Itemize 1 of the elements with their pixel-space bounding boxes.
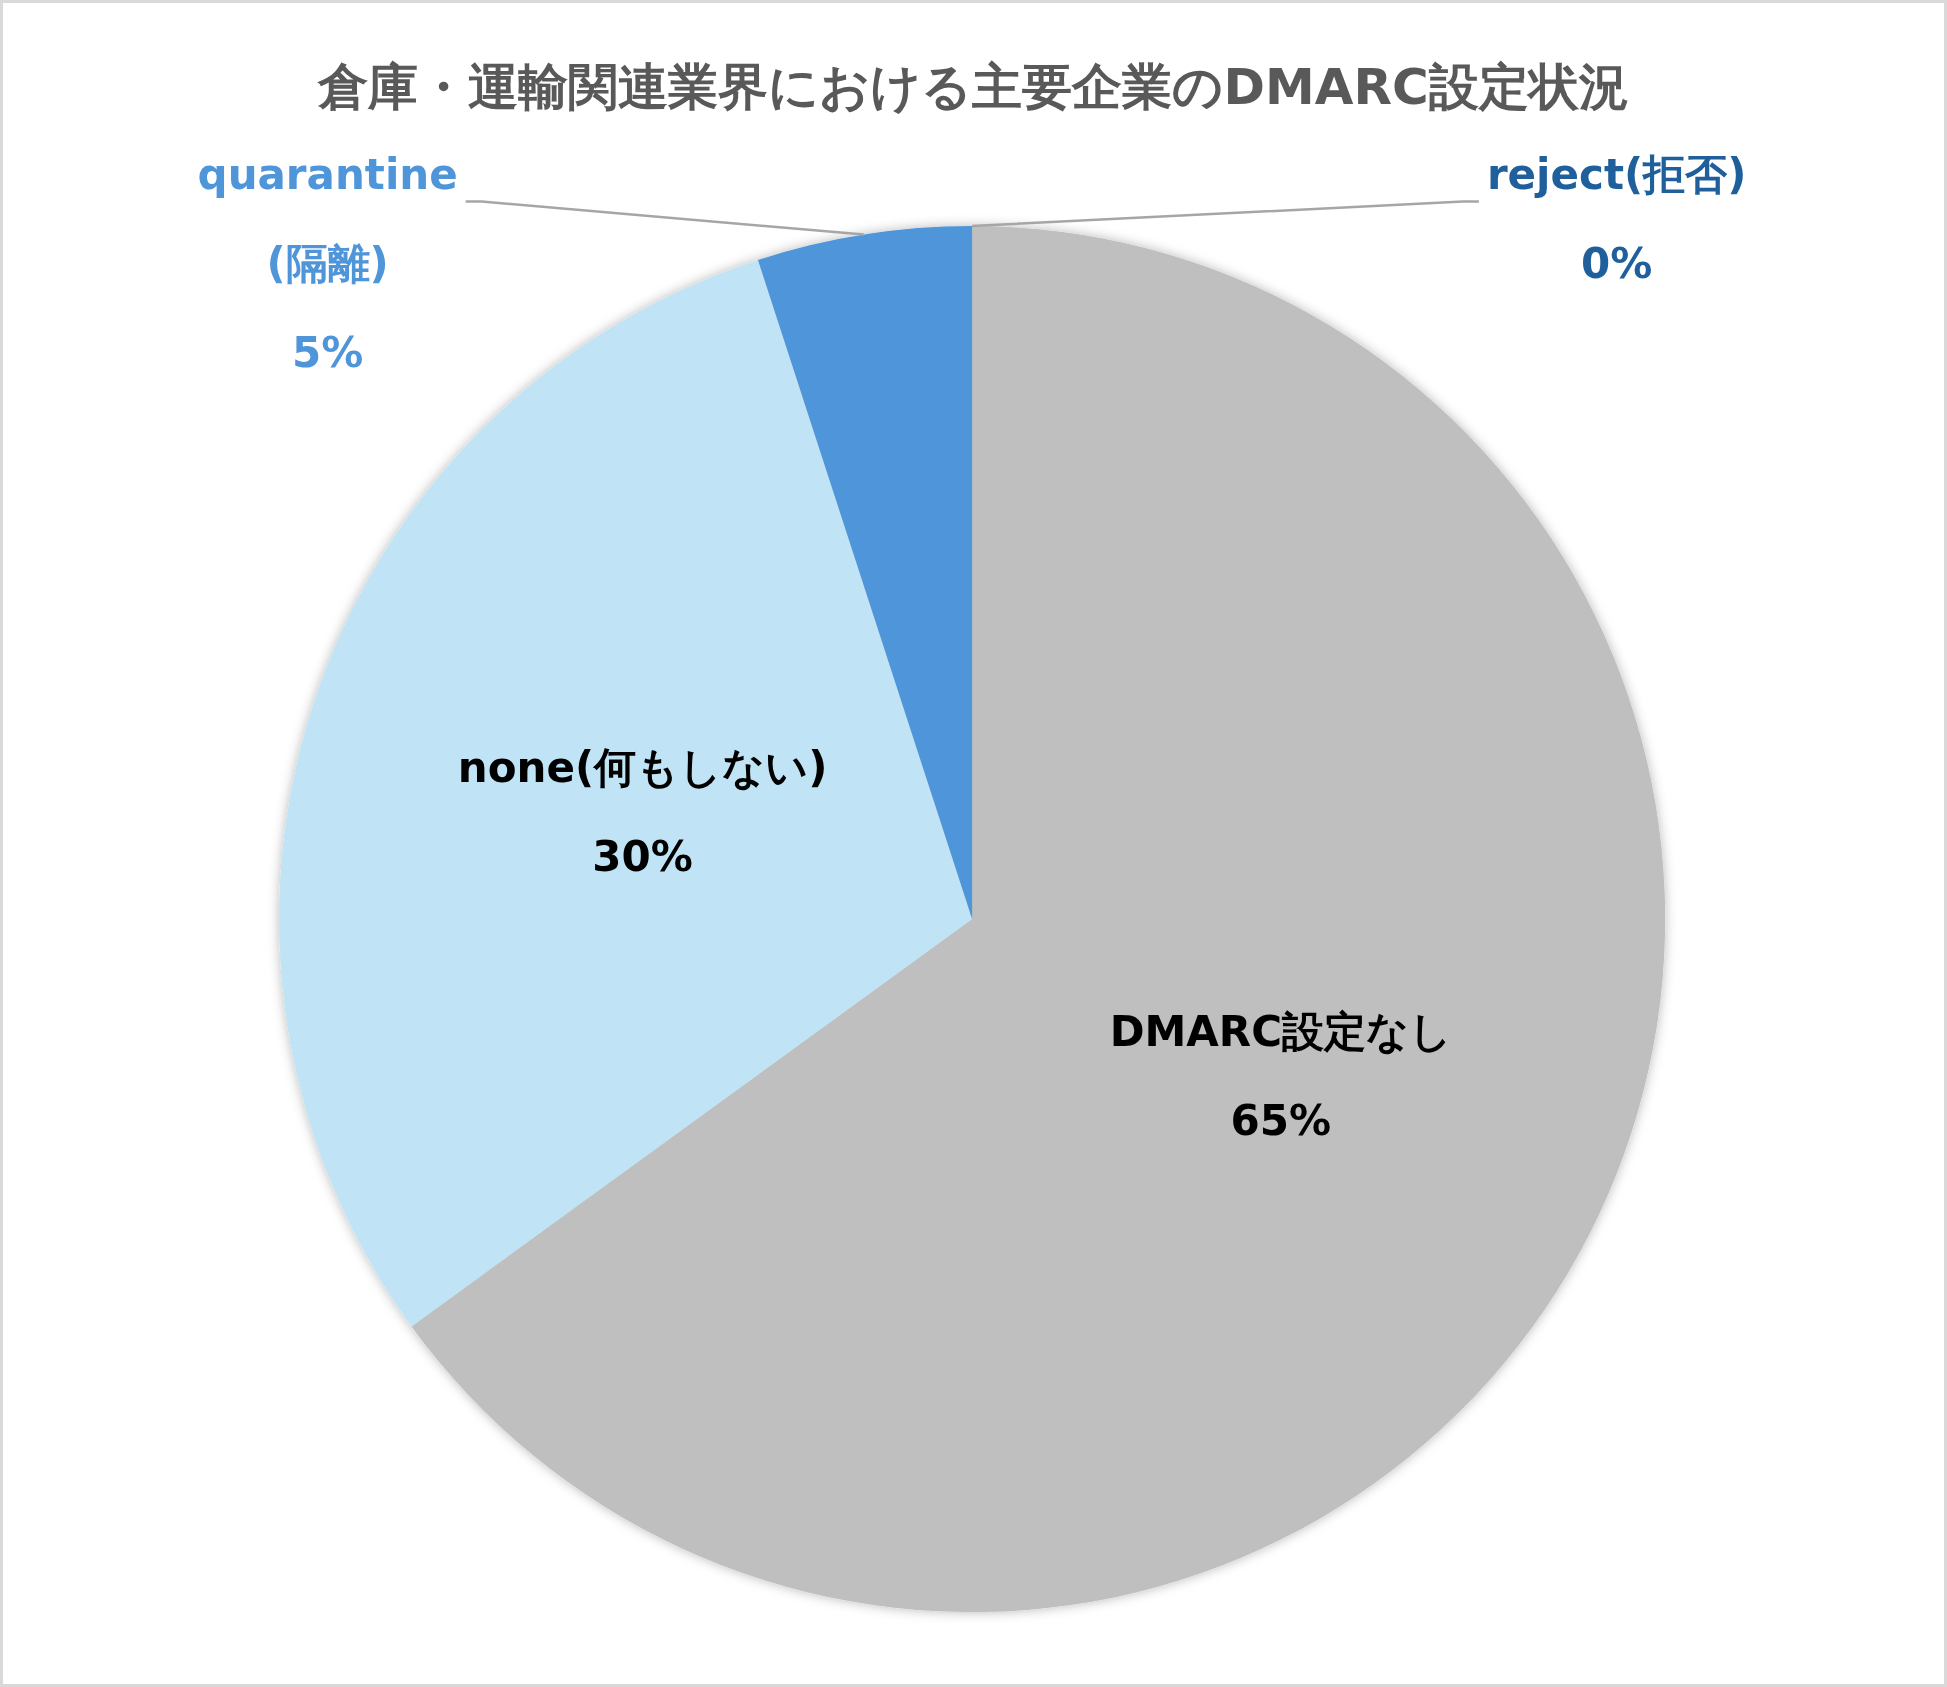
title: 倉庫・運輸関連業界における主要企業のDMARC設定状況 [318,57,1629,116]
